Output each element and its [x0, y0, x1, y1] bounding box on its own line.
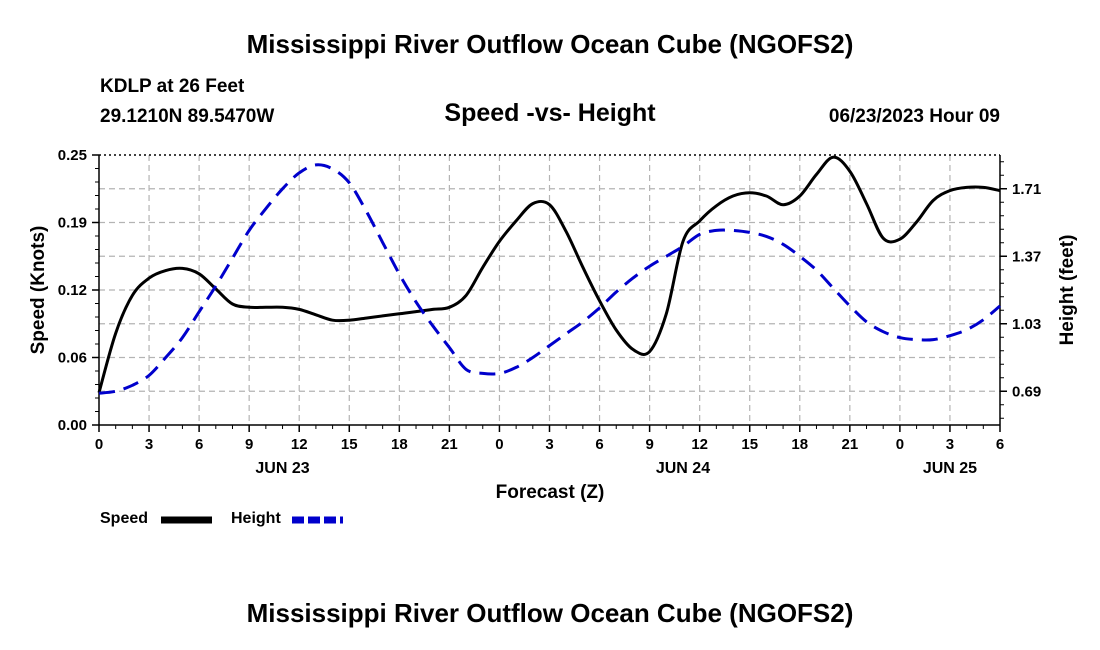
x-tick-label: 3: [545, 436, 553, 453]
x-tick-label: 21: [441, 436, 458, 453]
series-speed-line: [97, 155, 1001, 394]
legend-height-label: Height: [231, 510, 281, 527]
series-height-line: [98, 163, 1001, 395]
chart-subtitle: Speed -vs- Height: [444, 99, 656, 127]
x-date-label: JUN 25: [923, 460, 977, 477]
y2-axis-label: Height (feet): [1057, 235, 1078, 346]
x-tick-label: 6: [996, 436, 1004, 453]
legend-speed-label: Speed: [100, 510, 149, 527]
x-tick-label: 3: [145, 436, 153, 453]
forecast-datetime: 06/23/2023 Hour 09: [828, 106, 1000, 127]
x-tick-label: 9: [645, 436, 653, 453]
x-tick-label: 21: [841, 436, 858, 453]
chart-title: Mississippi River Outflow Ocean Cube (NG…: [246, 29, 854, 59]
y-tick-label: 0.06: [58, 350, 87, 367]
x-tick-label: 18: [791, 436, 808, 453]
station-name: KDLP at 26 Feet: [100, 76, 245, 97]
x-tick-label: 3: [946, 436, 954, 453]
y2-tick-label: 1.03: [1012, 316, 1041, 333]
x-tick-label: 0: [95, 436, 103, 453]
x-tick-label: 12: [291, 436, 308, 453]
x-axis-label: Forecast (Z): [495, 482, 605, 503]
y2-tick-label: 1.71: [1012, 181, 1041, 198]
series-layer: [97, 155, 1001, 395]
grid-layer: [99, 155, 1000, 425]
x-tick-label: 15: [741, 436, 758, 453]
x-tick-label: 0: [896, 436, 904, 453]
y-tick-label: 0.00: [58, 417, 87, 434]
y-tick-label: 0.12: [58, 282, 87, 299]
x-tick-label: 15: [341, 436, 358, 453]
x-date-label: JUN 23: [255, 460, 309, 477]
y-tick-label: 0.25: [58, 147, 87, 164]
axes-layer: 0 3 6 9 12 15 18 21 0 3 6 9 12 15 18 21 0 3 6 JUN 23 JUN 24 J…: [28, 147, 1078, 477]
x-date-label: JUN 24: [656, 460, 710, 477]
x-tick-label: 6: [595, 436, 603, 453]
station-coordinates: 29.1210N 89.5470W: [100, 106, 275, 127]
y-axis-label: Speed (Knots): [28, 226, 49, 355]
x-tick-label: 0: [495, 436, 503, 453]
x-tick-label: 6: [195, 436, 203, 453]
y2-tick-label: 1.37: [1012, 248, 1041, 265]
x-tick-label: 9: [245, 436, 253, 453]
x-tick-label: 12: [691, 436, 708, 453]
y-tick-label: 0.19: [58, 215, 87, 232]
chart-title-footer: Mississippi River Outflow Ocean Cube (NG…: [246, 598, 854, 628]
y2-tick-label: 0.69: [1012, 383, 1041, 400]
x-tick-label: 18: [391, 436, 408, 453]
